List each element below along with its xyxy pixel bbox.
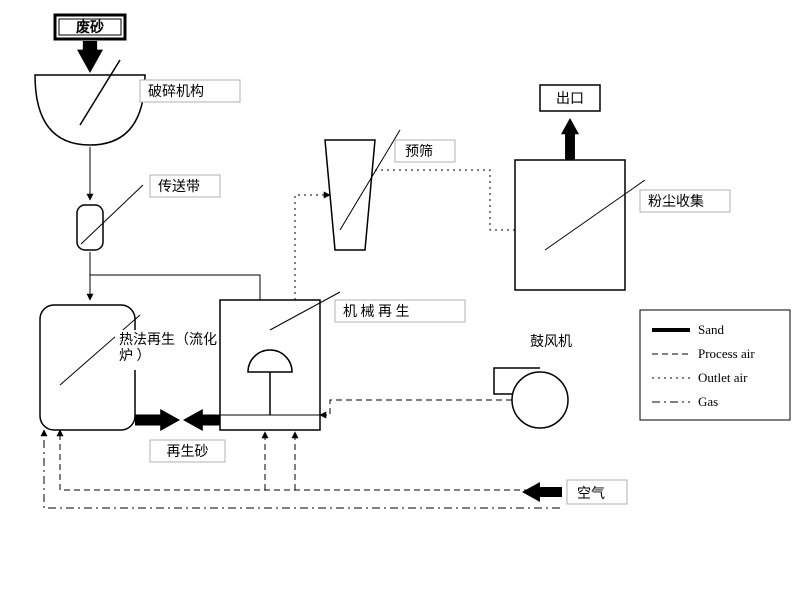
line-conv-to-mech [90,275,260,300]
arrow-waste-to-crusher [77,41,103,73]
svg-text:破碎机构: 破碎机构 [148,84,204,100]
arrow-air-left [522,482,562,502]
legend-label-sand: Sand [698,322,725,337]
svg-text:炉 ）: 炉 ） [119,348,151,364]
line-air-in [60,430,560,490]
legend-box: Sand Process air Outlet air Gas [640,310,790,420]
dust-label-box: 粉尘收集 [640,190,730,212]
arrow-outlet-up [561,118,579,160]
dust-collector-icon [515,160,645,290]
arrow-mech-to-regen [183,409,220,431]
svg-text:传送带: 传送带 [158,179,200,195]
blower-icon [494,368,568,428]
line-blower-to-mech [320,400,512,415]
line-prescreen-to-dust [375,170,515,230]
line-gas [44,430,560,508]
outlet-label-box: 出口 [540,85,600,111]
crusher-label-box: 破碎机构 [140,80,240,102]
svg-text:空气: 空气 [577,486,605,502]
mech-label-box: 机 械 再 生 [335,300,465,322]
legend-label-gas: Gas [698,394,718,409]
regen-sand-label-box: 再生砂 [150,440,225,462]
svg-text:出口: 出口 [556,91,584,107]
blower-label: 鼓风机 [530,334,572,350]
line-mech-to-prescreen [295,195,330,300]
svg-text:粉尘收集: 粉尘收集 [648,193,704,210]
svg-text:热法再生（流化: 热法再生（流化 [119,332,217,348]
svg-text:机 械 再 生: 机 械 再 生 [343,304,410,320]
prescreen-icon [325,130,400,250]
legend-label-outlet: Outlet air [698,370,748,385]
conveyor-label-box: 传送带 [150,175,220,197]
prescreen-label-box: 预筛 [395,140,455,162]
conveyor-icon [77,185,143,250]
waste-sand-box: 废砂 [55,15,125,39]
mech-regen-icon [220,292,340,430]
svg-text:废砂: 废砂 [76,19,104,36]
legend-label-process: Process air [698,346,755,361]
svg-text:再生砂: 再生砂 [167,444,209,460]
svg-text:预筛: 预筛 [405,144,433,160]
arrow-thermal-to-regen [135,409,180,431]
air-label-box: 空气 [567,480,627,504]
